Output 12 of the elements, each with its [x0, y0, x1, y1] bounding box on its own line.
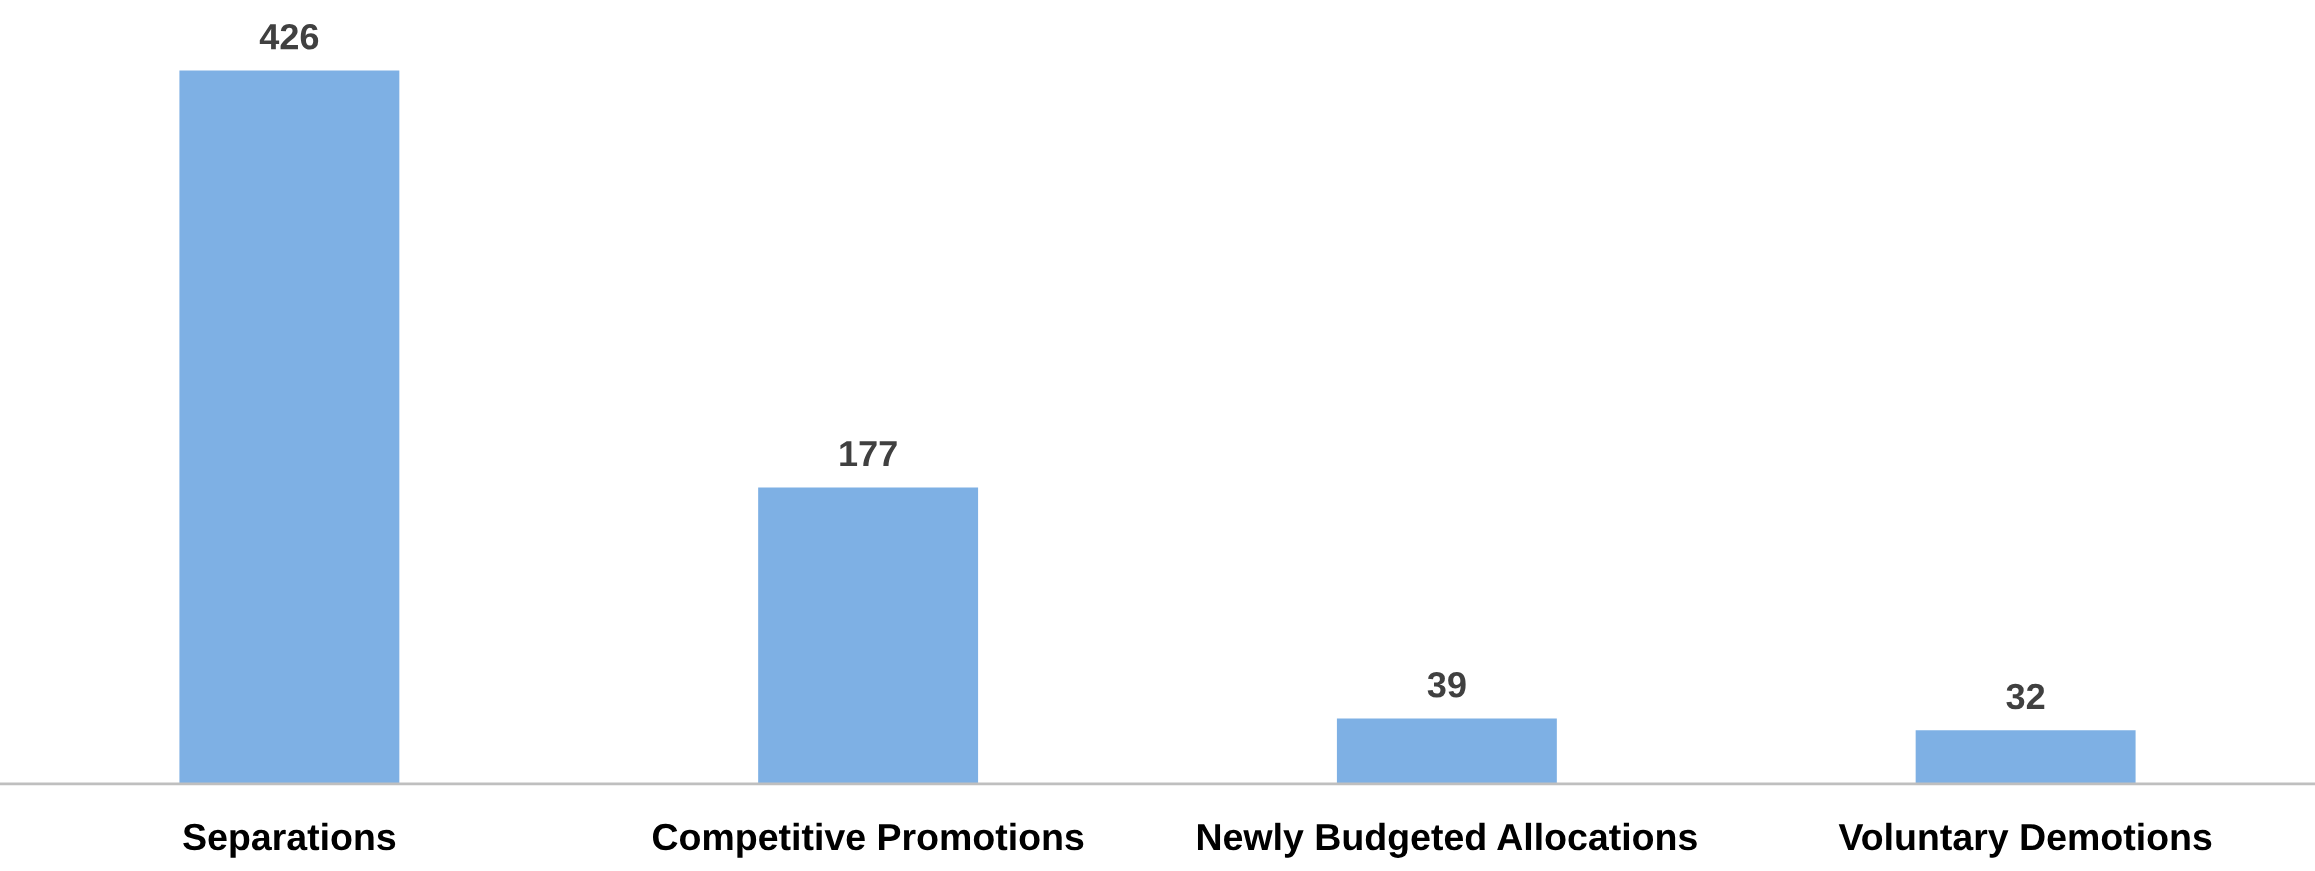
data-label: 32	[2006, 683, 2045, 710]
bar	[1336, 718, 1557, 784]
bar	[179, 70, 400, 784]
data-label: 177	[840, 441, 897, 467]
bar	[1915, 730, 2136, 784]
x-tick-label: Competitive Promotions	[652, 822, 1084, 858]
data-label: 39	[1427, 671, 1466, 698]
x-tick-label: Newly Budgeted Allocations	[1197, 822, 1697, 858]
data-label: 426	[259, 23, 319, 50]
bar	[758, 487, 979, 784]
x-tick-label: Voluntary Demotions	[1838, 822, 2212, 858]
x-tick-label: Separations	[183, 822, 396, 858]
